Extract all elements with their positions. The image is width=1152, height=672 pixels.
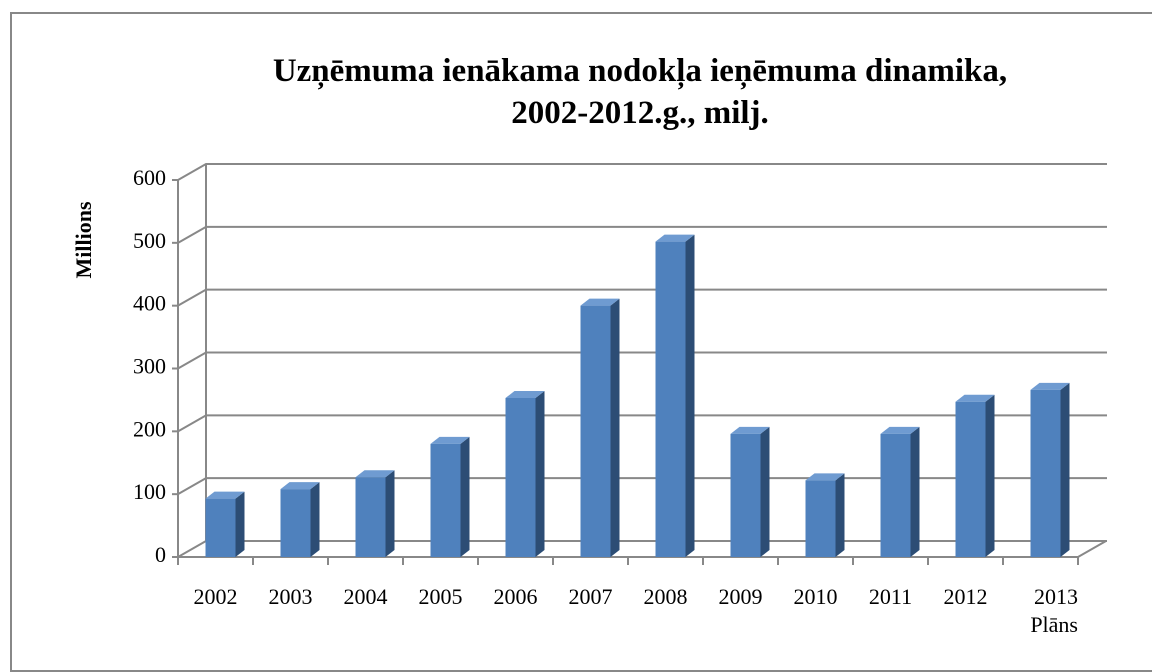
- grid-line: [177, 288, 1107, 307]
- bar-front: [430, 443, 461, 557]
- bar-side: [910, 426, 920, 557]
- bar-side: [385, 470, 395, 557]
- grid-line: [177, 163, 1107, 181]
- x-tick-label: 2012: [943, 584, 988, 609]
- bar-front: [730, 433, 761, 557]
- bar: [880, 426, 920, 557]
- x-tick-label: 2011: [868, 584, 913, 609]
- grid-line: [177, 225, 1107, 244]
- bar: [355, 470, 395, 557]
- bar: [955, 394, 995, 557]
- bar-side: [685, 234, 695, 557]
- bar: [280, 482, 320, 557]
- y-tick-label: 300: [133, 354, 166, 379]
- bar-side: [310, 482, 320, 557]
- x-tick-label: 2013 Plāns: [1030, 584, 1078, 637]
- bar-side: [760, 426, 770, 557]
- bar-top: [955, 394, 995, 402]
- bar-front: [580, 305, 611, 557]
- bar-side: [460, 436, 470, 557]
- bar-top: [580, 298, 620, 306]
- bar-front: [655, 241, 686, 557]
- bar: [805, 473, 845, 557]
- bar: [505, 391, 545, 557]
- x-tick-label: 2007: [568, 584, 613, 609]
- chart-title: Uzņēmuma ienākama nodokļa ieņēmuma dinam…: [272, 53, 1008, 131]
- grid-line: [177, 414, 1107, 433]
- bar-front: [280, 489, 311, 557]
- y-tick-label: 600: [133, 165, 166, 190]
- bar-front: [505, 398, 536, 557]
- bar-side: [610, 298, 620, 557]
- y-tick-label: 100: [133, 479, 166, 504]
- y-axis-label: Millions: [71, 201, 96, 278]
- bar-front: [955, 401, 986, 557]
- bar: [730, 426, 770, 557]
- y-tick-label: 200: [133, 416, 166, 441]
- bar-side: [1060, 382, 1070, 557]
- bar-top: [655, 234, 695, 242]
- x-tick-label: 2005: [418, 584, 463, 609]
- bar-front: [880, 433, 911, 557]
- bar-side: [835, 473, 845, 557]
- bar-front: [805, 480, 836, 557]
- bar-front: [1030, 389, 1061, 557]
- grid-line: [177, 351, 1107, 370]
- bar: [205, 491, 245, 557]
- x-tick-label: 2004: [343, 584, 388, 609]
- bar-top: [205, 491, 245, 499]
- bar-top: [1030, 382, 1070, 390]
- bar-top: [430, 436, 470, 444]
- bar-front: [355, 477, 386, 557]
- bar-front: [205, 498, 236, 557]
- bar-top: [355, 470, 395, 478]
- bar-top: [805, 473, 845, 481]
- bar-side: [235, 491, 245, 557]
- bar-side: [985, 394, 995, 557]
- x-tick-label: 2008: [643, 584, 688, 609]
- y-tick-label: 0: [155, 542, 166, 567]
- bar: [655, 234, 695, 557]
- x-tick-label: 2003: [268, 584, 313, 609]
- bar-top: [880, 426, 920, 434]
- x-tick-label: 2006: [493, 584, 538, 609]
- bar: [580, 298, 620, 557]
- grid-line: [177, 477, 1107, 496]
- y-tick-label: 500: [133, 228, 166, 253]
- bar: [430, 436, 470, 557]
- y-tick-label: 400: [133, 291, 166, 316]
- bar-side: [535, 391, 545, 557]
- bar-top: [280, 482, 320, 490]
- x-tick-label: 2010: [793, 584, 838, 609]
- bar-top: [505, 391, 545, 399]
- bar-top: [730, 426, 770, 434]
- x-tick-label: 2002: [193, 584, 238, 609]
- bar: [1030, 382, 1070, 557]
- x-tick-label: 2009: [718, 584, 763, 609]
